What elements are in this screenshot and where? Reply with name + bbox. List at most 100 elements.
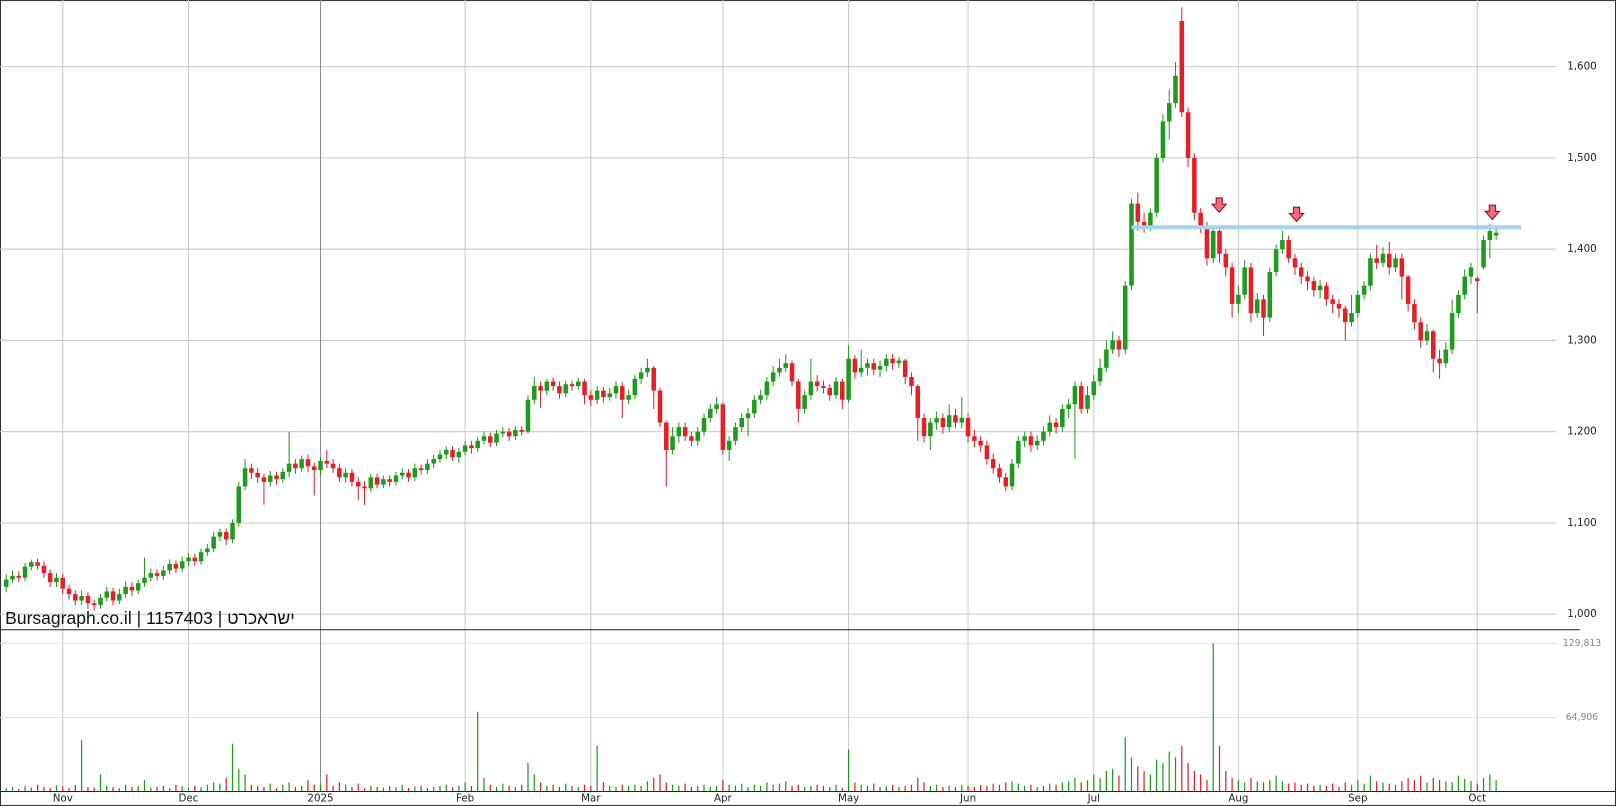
candle-body [217,532,223,537]
volume-bar [194,785,196,792]
candle-body [1129,203,1134,286]
volume-bar [634,784,636,792]
candle-body [1078,386,1084,409]
candle-body [1047,422,1053,432]
volume-bar [615,786,617,792]
volume-bar [1049,783,1051,792]
candle-body [1141,221,1147,227]
candle-body [550,381,556,387]
volume-bar [1093,774,1095,792]
candle-body [1305,276,1310,282]
volume-bar [671,784,674,792]
y-tick-label: 1,000 [1567,608,1596,620]
candle-body [1431,331,1436,359]
volume-bar [885,785,887,792]
volume-bar [785,781,787,792]
candle-body [494,433,499,443]
candle-body [1317,285,1323,291]
candle-body [670,436,675,450]
volume-bar [1200,774,1202,792]
volume-bar [206,784,208,792]
volume-bar [125,784,127,792]
y-tick-label: 1,200 [1567,426,1596,438]
candle-body [274,475,279,480]
volume-bar [1256,781,1258,792]
volume-bar [1005,782,1007,792]
volume-bar [187,787,190,792]
arrow-markers [1210,197,1501,223]
candle-body [29,562,34,567]
candle-body [437,454,443,460]
candle-body [1034,440,1040,446]
candle-body [1148,212,1153,227]
volume-bar [1413,780,1416,792]
volume-bar [1420,775,1422,792]
arrow-marker [1210,197,1228,214]
volume-bar [137,785,139,792]
candle-body [708,408,713,419]
candle-body [758,395,763,400]
volume-bar [565,783,567,792]
candle-body [896,360,902,364]
volume-bar [1306,783,1309,792]
volume-bar [753,784,755,792]
candle-body [789,363,795,382]
volume-bar [1162,763,1164,792]
candle-body [98,597,103,606]
candle-body [1493,232,1499,236]
volume-bar [1495,780,1497,792]
volume-bar [1080,782,1082,792]
candle-body [796,381,801,409]
volume-bar [514,786,517,792]
volume-bar [803,786,806,792]
volume-bar [363,788,366,792]
volume-bar [1118,775,1120,792]
candle-body [909,376,914,387]
volume-bar [495,786,498,792]
volume-bar [143,780,146,792]
volume-bar [929,785,931,792]
volume-bar [558,786,561,792]
volume-bar [62,786,64,792]
candle-body [544,381,550,391]
candle-body [902,360,908,377]
candle-body [1016,440,1021,464]
watermark: Bursagraph.co.il | 1157403 | ישראכרט [5,608,295,628]
volume-bar [1262,782,1265,792]
candle-body [154,573,160,576]
candle-body [85,595,91,604]
volume-bar [527,763,529,792]
volume-bar [659,774,661,792]
candle-body [1204,226,1210,259]
arrow-marker [1483,204,1501,221]
volume-bar [93,787,95,792]
volume-bar [596,745,598,792]
volume-bar [74,784,76,792]
candle-body [1022,436,1027,441]
candle-body [355,481,361,487]
candle-body [305,459,311,467]
candle-body [500,431,506,434]
volume-bar [200,786,202,792]
volume-bar [904,785,906,792]
candle-body [871,363,877,370]
candle-body [1280,240,1285,250]
volume-bar [36,784,39,792]
volume-bar [829,786,831,792]
volume-bar [1407,777,1409,792]
candle-body [104,591,110,598]
volume-bar [376,786,378,792]
volume-bar [477,711,479,792]
candle-body [1368,258,1373,286]
volume-bar [244,774,246,792]
candle-body [626,395,631,400]
volume-bar [715,785,718,792]
candle-body [1468,267,1474,277]
volume-bar [326,774,328,792]
candle-body [733,427,738,441]
volume-bar [55,785,58,792]
volume-bar [1042,785,1045,792]
candle-body [783,363,789,368]
candle-body [223,532,229,540]
candle-body [481,436,487,441]
